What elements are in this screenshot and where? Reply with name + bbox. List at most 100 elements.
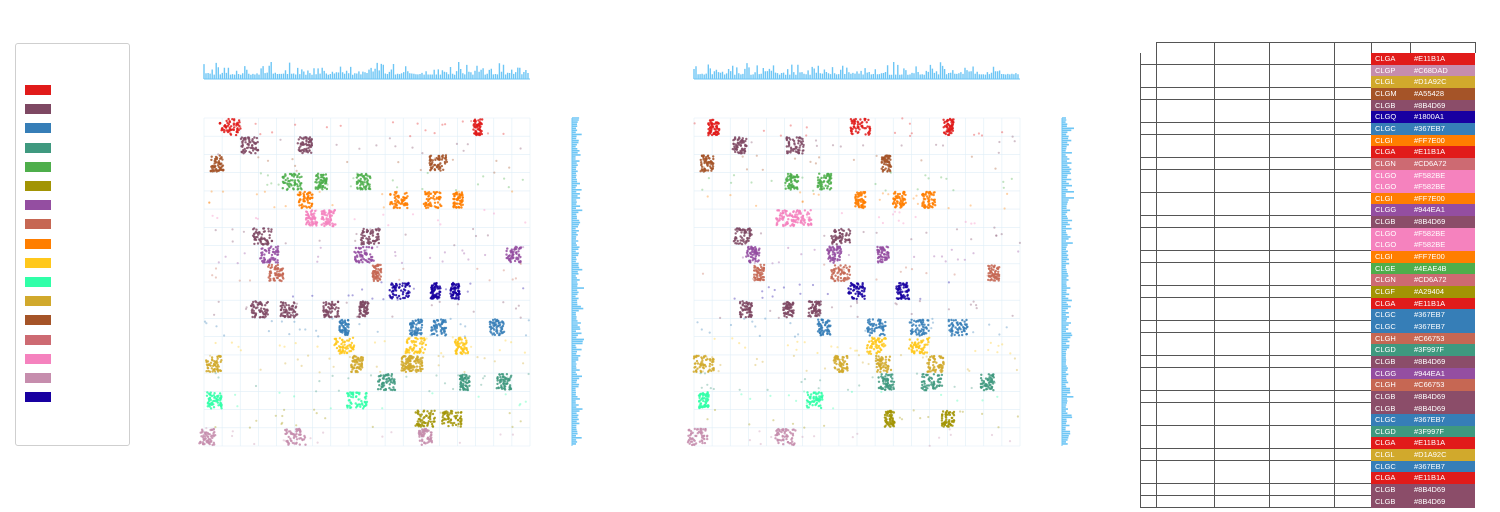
- data-point: [451, 158, 454, 161]
- data-point: [208, 396, 212, 399]
- data-point: [850, 130, 853, 133]
- data-point: [431, 412, 435, 416]
- data-point: [789, 149, 793, 152]
- data-point: [988, 265, 991, 268]
- data-point: [218, 121, 222, 125]
- data-point: [756, 252, 759, 255]
- data-point: [460, 192, 464, 196]
- data-point: [358, 393, 361, 396]
- data-point: [316, 441, 319, 444]
- data-point: [435, 330, 438, 333]
- data-point: [499, 375, 502, 379]
- data-point: [452, 206, 455, 209]
- data-point: [209, 361, 213, 364]
- data-point: [863, 205, 867, 208]
- data-point: [372, 279, 376, 283]
- data-point: [460, 206, 463, 209]
- data-point: [838, 258, 841, 262]
- data-point: [838, 253, 841, 256]
- data-point: [785, 137, 788, 140]
- data-point: [376, 380, 380, 383]
- data-point: [252, 300, 255, 304]
- data-point: [969, 204, 972, 207]
- data-point: [355, 180, 359, 184]
- data-point: [423, 432, 426, 435]
- data-point: [997, 151, 1000, 154]
- data-point: [489, 328, 493, 331]
- data-point: [839, 248, 842, 251]
- data-point: [267, 251, 271, 255]
- data-point: [420, 326, 423, 329]
- data-point: [304, 328, 307, 331]
- data-point: [392, 290, 395, 293]
- data-point: [700, 163, 703, 167]
- data-point: [857, 125, 860, 129]
- data-point: [932, 199, 936, 202]
- data-point: [759, 279, 762, 282]
- data-point: [254, 216, 258, 220]
- data-point: [761, 296, 764, 299]
- data-point: [504, 385, 507, 388]
- data-point: [396, 298, 399, 301]
- data-point: [285, 428, 288, 431]
- data-point: [400, 357, 404, 361]
- data-point: [931, 206, 934, 209]
- data-point: [417, 319, 420, 322]
- data-point: [502, 375, 505, 378]
- data-point: [248, 279, 252, 282]
- data-point: [406, 195, 409, 198]
- data-point: [403, 296, 406, 300]
- data-point: [296, 358, 299, 361]
- data-point: [502, 380, 505, 383]
- data-point: [308, 223, 311, 226]
- data-point: [517, 250, 520, 253]
- data-point: [858, 195, 861, 198]
- data-point: [519, 402, 522, 406]
- data-point: [231, 118, 234, 121]
- data-point: [307, 205, 311, 209]
- data-point: [299, 430, 302, 434]
- data-point: [451, 422, 454, 425]
- data-point: [425, 197, 429, 201]
- data-point: [251, 139, 254, 142]
- data-point: [393, 378, 396, 381]
- data-point: [323, 313, 326, 317]
- data-point: [353, 364, 356, 367]
- data-point: [438, 166, 442, 169]
- data-point: [360, 362, 363, 366]
- data-point: [314, 187, 317, 190]
- data-point: [210, 435, 213, 438]
- data-point: [790, 174, 793, 177]
- data-point: [363, 181, 366, 184]
- data-point: [748, 234, 751, 238]
- data-point: [236, 405, 239, 408]
- data-point: [280, 279, 283, 283]
- data-point: [216, 216, 219, 220]
- data-point: [855, 286, 859, 289]
- data-point: [833, 254, 837, 258]
- data-point: [863, 287, 866, 290]
- data-point: [994, 167, 997, 170]
- data-point: [305, 206, 309, 209]
- data-point: [388, 289, 391, 292]
- data-point: [361, 242, 364, 245]
- data-point: [894, 202, 897, 205]
- data-point: [333, 208, 336, 212]
- data-point: [237, 128, 240, 132]
- data-point: [371, 425, 374, 428]
- data-point: [741, 155, 744, 158]
- data-point: [287, 315, 290, 319]
- data-point: [323, 315, 326, 319]
- data-point: [507, 257, 510, 261]
- data-point: [228, 128, 231, 131]
- data-point: [325, 303, 328, 306]
- data-point: [505, 249, 508, 253]
- data-point: [269, 270, 272, 273]
- data-point: [843, 279, 846, 283]
- data-point: [462, 382, 465, 385]
- data-point: [421, 346, 424, 349]
- data-point: [362, 310, 366, 313]
- data-point: [998, 140, 1001, 144]
- data-point: [431, 159, 434, 162]
- legend-swatch: [25, 277, 51, 287]
